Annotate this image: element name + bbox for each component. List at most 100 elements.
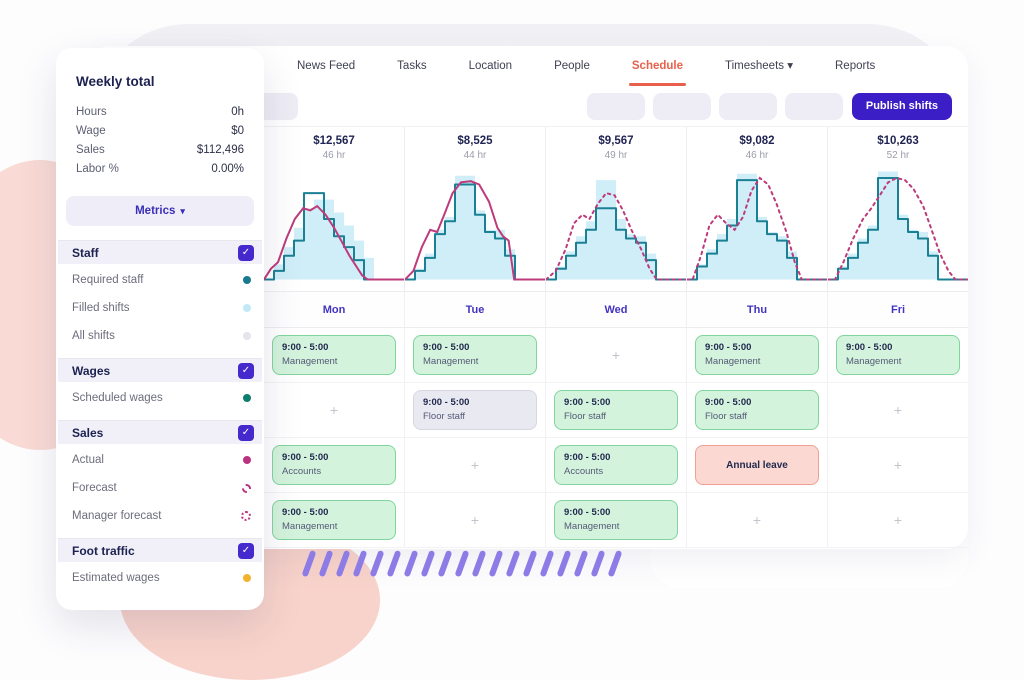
schedule-cell-wed[interactable]: +: [546, 328, 687, 383]
legend-item-label: All shifts: [72, 330, 115, 342]
schedule-cell-fri[interactable]: +: [828, 438, 968, 493]
shift-card[interactable]: 9:00 - 5:00 Floor staff: [554, 390, 678, 430]
add-shift-button[interactable]: +: [329, 402, 339, 418]
hatch-stroke: [420, 549, 435, 578]
stat-label: Hours: [76, 105, 107, 118]
shift-card[interactable]: 9:00 - 5:00 Management: [695, 335, 819, 375]
metrics-button-label: Metrics: [135, 205, 176, 217]
shift-role: Management: [846, 356, 902, 367]
shift-time: 9:00 - 5:00: [564, 452, 611, 463]
shift-card[interactable]: 9:00 - 5:00 Management: [413, 335, 537, 375]
add-shift-button[interactable]: +: [893, 402, 903, 418]
nav-item-timesheets[interactable]: Timesheets ▾: [725, 60, 793, 72]
schedule-cell-tue: 9:00 - 5:00 Floor staff: [405, 383, 546, 438]
day-header-row: Mon Tue Wed Thu Fri: [264, 291, 968, 328]
stat-value: $0: [231, 124, 244, 137]
legend-item-actual[interactable]: Actual: [56, 446, 264, 474]
add-shift-button[interactable]: +: [893, 457, 903, 473]
legend-item-manager-forecast[interactable]: Manager forecast: [56, 502, 264, 530]
stat-value: 0h: [231, 105, 244, 118]
legend-item-scheduled-wages[interactable]: Scheduled wages: [56, 384, 264, 412]
legend-item-forecast[interactable]: Forecast: [56, 474, 264, 502]
add-shift-button[interactable]: +: [470, 512, 480, 528]
chevron-down-icon: ▾: [180, 205, 185, 216]
schedule-cell-mon[interactable]: +: [264, 383, 405, 438]
legend-dot-icon: [241, 511, 251, 521]
chart-column-fri: $10,263 52 hr: [828, 127, 968, 291]
shift-card[interactable]: 9:00 - 5:00 Accounts: [554, 445, 678, 485]
publish-shifts-button[interactable]: Publish shifts: [851, 92, 952, 120]
shift-role: Floor staff: [705, 411, 748, 422]
day-header-thu[interactable]: Thu: [687, 292, 828, 327]
legend-item-all-shifts[interactable]: All shifts: [56, 322, 264, 350]
shift-card[interactable]: 9:00 - 5:00 Management: [836, 335, 960, 375]
hatch-stroke: [403, 549, 418, 578]
shift-card[interactable]: 9:00 - 5:00 Accounts: [272, 445, 396, 485]
hatch-stroke: [488, 549, 503, 578]
day-hours-total: 49 hr: [604, 150, 628, 161]
schedule-cell-thu: 9:00 - 5:00 Floor staff: [687, 383, 828, 438]
checkbox-checked-icon[interactable]: ✓: [238, 244, 254, 261]
toolbar-pill-placeholder[interactable]: [652, 92, 711, 120]
checkbox-checked-icon[interactable]: ✓: [238, 424, 254, 441]
legend-item-required-staff[interactable]: Required staff: [56, 266, 264, 294]
legend-section-wages[interactable]: Wages ✓: [58, 358, 262, 382]
legend-item-label: Scheduled wages: [72, 392, 163, 404]
hatch-stroke: [437, 549, 452, 578]
add-shift-button[interactable]: +: [893, 512, 903, 528]
schedule-cell-thu[interactable]: +: [687, 493, 828, 548]
shift-card[interactable]: 9:00 - 5:00 Management: [272, 335, 396, 375]
shift-card[interactable]: 9:00 - 5:00 Floor staff: [695, 390, 819, 430]
day-sales-total: $12,567: [313, 135, 355, 147]
add-shift-button[interactable]: +: [470, 457, 480, 473]
schedule-cell-mon: 9:00 - 5:00 Management: [264, 493, 405, 548]
shift-card[interactable]: 9:00 - 5:00 Floor staff: [413, 390, 537, 430]
shift-card[interactable]: 9:00 - 5:00 Management: [554, 500, 678, 540]
shift-role: Management: [423, 356, 479, 367]
add-shift-button[interactable]: +: [611, 347, 621, 363]
toolbar-pill-placeholder[interactable]: [718, 92, 777, 120]
legend-item-label: Required staff: [72, 274, 144, 286]
day-header-fri[interactable]: Fri: [890, 303, 906, 316]
leave-label: Annual leave: [726, 459, 788, 471]
day-sales-total: $8,525: [457, 135, 493, 147]
legend-section-staff[interactable]: Staff ✓: [58, 240, 262, 264]
schedule-cell-fri: 9:00 - 5:00 Management: [828, 328, 968, 383]
legend-section-sales[interactable]: Sales ✓: [58, 420, 262, 444]
day-header-mon[interactable]: Mon: [264, 292, 405, 327]
nav-item-reports[interactable]: Reports: [835, 60, 876, 72]
nav-item-news-feed[interactable]: News Feed: [297, 60, 356, 72]
stat-value: $112,496: [196, 143, 244, 156]
day-header-tue[interactable]: Tue: [405, 292, 546, 327]
schedule-cell-fri[interactable]: +: [828, 493, 968, 548]
schedule-cell-fri[interactable]: +: [828, 383, 968, 438]
hatch-stroke: [573, 549, 588, 578]
schedule-cell-tue: 9:00 - 5:00 Management: [405, 328, 546, 383]
legend-item-label: Actual: [72, 454, 104, 466]
schedule-grid: 9:00 - 5:00 Management 9:00 - 5:00 Manageme…: [264, 328, 968, 548]
shift-time: 9:00 - 5:00: [846, 342, 893, 353]
leave-card[interactable]: Annual leave: [695, 445, 819, 485]
shift-card[interactable]: 9:00 - 5:00 Management: [272, 500, 396, 540]
toolbar-pill-placeholder[interactable]: [586, 92, 645, 120]
hatch-stroke: [369, 549, 384, 578]
nav-item-location[interactable]: Location: [468, 60, 513, 72]
legend-item-filled-shifts[interactable]: Filled shifts: [56, 294, 264, 322]
toolbar-pill-placeholder[interactable]: [784, 92, 843, 120]
schedule-cell-tue[interactable]: +: [405, 493, 546, 548]
checkbox-checked-icon[interactable]: ✓: [238, 542, 254, 559]
legend-dot-icon: [243, 456, 251, 464]
schedule-cell-tue[interactable]: +: [405, 438, 546, 493]
nav-item-tasks[interactable]: Tasks: [397, 60, 427, 72]
metrics-button[interactable]: Metrics ▾: [66, 196, 254, 226]
legend-item-estimated-wages[interactable]: Estimated wages: [56, 564, 264, 592]
legend-section-foot-traffic[interactable]: Foot traffic ✓: [58, 538, 262, 562]
metrics-legend: Staff ✓ Required staff Filled shifts All shi…: [56, 240, 264, 592]
add-shift-button[interactable]: +: [752, 512, 762, 528]
schedule-row: 9:00 - 5:00 Management +9:00 - 5:00 Managem…: [264, 493, 968, 548]
nav-item-people[interactable]: People: [554, 60, 590, 72]
day-header-wed[interactable]: Wed: [546, 292, 687, 327]
chart-column-thu: $9,082 46 hr: [687, 127, 828, 291]
nav-item-schedule[interactable]: Schedule: [611, 46, 704, 86]
checkbox-checked-icon[interactable]: ✓: [238, 362, 254, 379]
